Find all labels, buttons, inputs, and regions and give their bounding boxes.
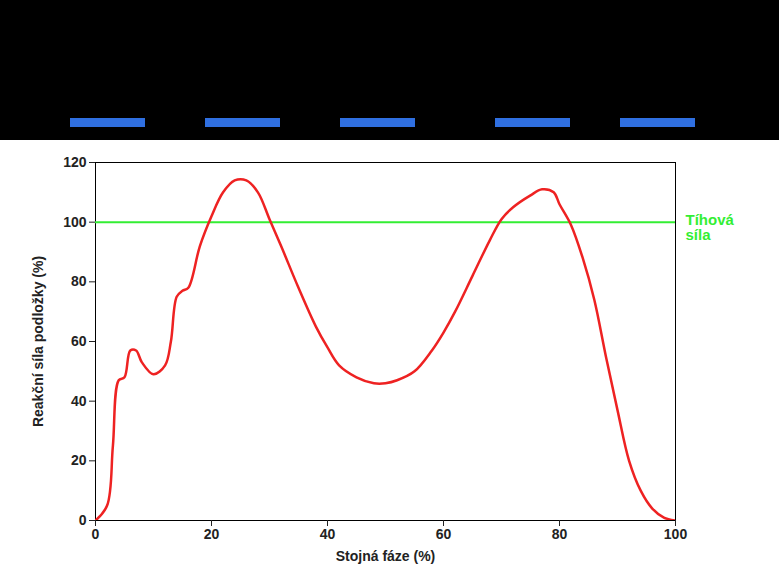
svg-text:Tíhovásíla: Tíhovásíla xyxy=(686,211,735,243)
svg-text:0: 0 xyxy=(79,512,87,528)
svg-text:0: 0 xyxy=(92,526,100,542)
svg-text:80: 80 xyxy=(71,273,87,289)
svg-text:100: 100 xyxy=(63,214,87,230)
svg-text:100: 100 xyxy=(664,526,688,542)
svg-text:40: 40 xyxy=(71,393,87,409)
svg-text:60: 60 xyxy=(436,526,452,542)
svg-text:40: 40 xyxy=(320,526,336,542)
svg-text:Reakční síla podložky (%): Reakční síla podložky (%) xyxy=(30,256,46,427)
svg-text:80: 80 xyxy=(552,526,568,542)
svg-text:60: 60 xyxy=(71,333,87,349)
svg-text:20: 20 xyxy=(204,526,220,542)
svg-text:20: 20 xyxy=(71,452,87,468)
svg-text:Stojná fáze (%): Stojná fáze (%) xyxy=(336,548,436,564)
svg-text:120: 120 xyxy=(63,154,87,170)
